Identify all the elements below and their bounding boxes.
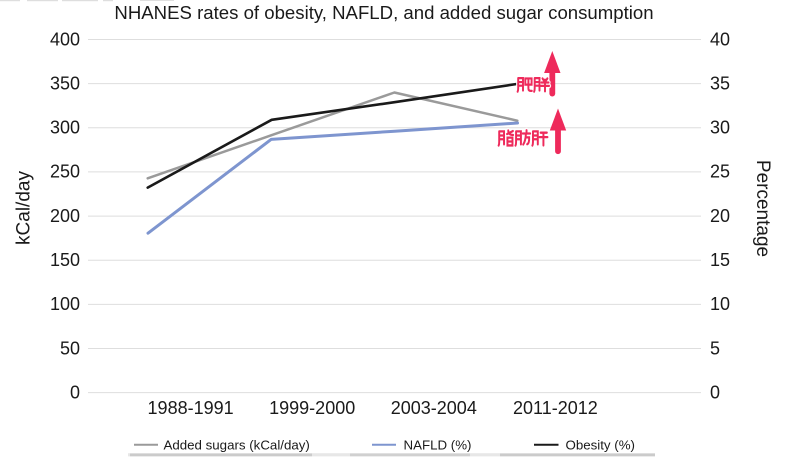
- svg-text:35: 35: [710, 73, 730, 93]
- svg-text:kCal/day: kCal/day: [14, 171, 35, 245]
- svg-text:NHANES rates of obesity, NAFLD: NHANES rates of obesity, NAFLD, and adde…: [114, 2, 653, 23]
- svg-text:Percentage: Percentage: [752, 160, 773, 257]
- svg-text:Added sugars (kCal/day): Added sugars (kCal/day): [164, 437, 310, 452]
- svg-text:400: 400: [50, 29, 80, 49]
- svg-text:40: 40: [710, 29, 730, 49]
- svg-text:100: 100: [50, 294, 80, 314]
- svg-text:2003-2004: 2003-2004: [391, 398, 477, 418]
- svg-text:20: 20: [710, 206, 730, 226]
- svg-text:350: 350: [50, 73, 80, 93]
- svg-text:25: 25: [710, 162, 730, 182]
- svg-text:0: 0: [70, 382, 80, 402]
- svg-text:1988-1991: 1988-1991: [148, 398, 234, 418]
- svg-text:5: 5: [710, 338, 720, 358]
- svg-text:300: 300: [50, 118, 80, 138]
- svg-text:15: 15: [710, 250, 730, 270]
- svg-text:2011-2012: 2011-2012: [513, 398, 598, 418]
- svg-text:30: 30: [710, 118, 730, 138]
- svg-text:150: 150: [50, 250, 80, 270]
- svg-text:NAFLD (%): NAFLD (%): [404, 437, 472, 452]
- svg-text:250: 250: [50, 162, 80, 182]
- svg-text:10: 10: [710, 294, 730, 314]
- svg-text:1999-2000: 1999-2000: [269, 398, 355, 418]
- svg-text:200: 200: [50, 206, 80, 226]
- svg-text:0: 0: [710, 382, 720, 402]
- svg-text:50: 50: [60, 338, 80, 358]
- svg-text:Obesity (%): Obesity (%): [566, 437, 635, 452]
